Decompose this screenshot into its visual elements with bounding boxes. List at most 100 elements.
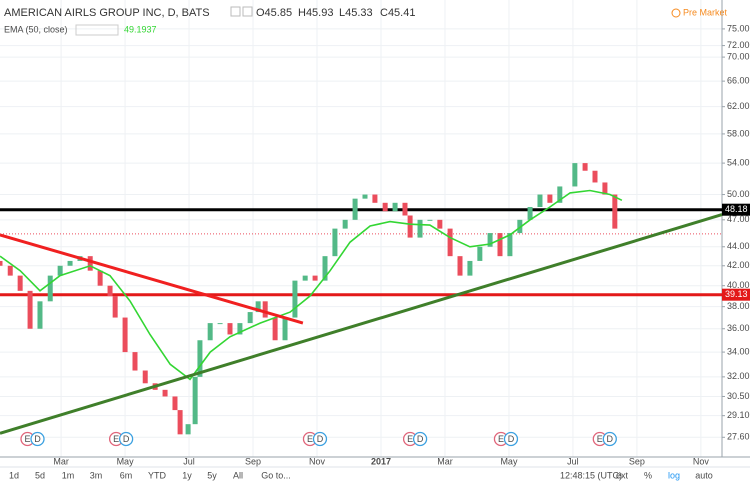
ohlc-low: L45.33 [339, 7, 373, 19]
range-button[interactable]: 5d [35, 470, 45, 480]
candle-body [457, 256, 463, 276]
trend-line [0, 233, 304, 325]
candle-body [7, 265, 13, 276]
y-tick-label: 62.00 [727, 101, 750, 111]
range-button[interactable]: 1d [9, 470, 19, 480]
x-tick-label: May [117, 456, 135, 466]
candle-body [132, 352, 138, 371]
candle-body [207, 323, 213, 341]
candle-body [407, 215, 413, 238]
candle-body [185, 424, 191, 435]
range-button[interactable]: 1y [182, 470, 192, 480]
x-tick-label: Mar [437, 456, 453, 466]
candle-body [362, 194, 368, 199]
candle-body [227, 323, 233, 335]
candle-body [177, 410, 183, 435]
event-label: D [607, 434, 614, 444]
candle-body [427, 219, 433, 221]
range-button[interactable]: 3m [90, 470, 103, 480]
candle-body [217, 323, 223, 325]
candle-body [107, 285, 113, 297]
session-icon [671, 8, 681, 18]
ema-line [0, 189, 623, 381]
price-label-bg [722, 288, 750, 301]
price-label: 48.18 [725, 204, 748, 214]
legend: AMERICAN AIRLS GROUP INC, D, BATS O45.85… [4, 6, 728, 36]
indicator-controls[interactable] [75, 24, 119, 36]
event-marker [30, 431, 45, 447]
event-marker [118, 431, 134, 447]
candle-body [572, 163, 578, 187]
candle-body [487, 233, 493, 247]
range-button[interactable]: 1m [62, 470, 75, 480]
candle-body [0, 260, 3, 266]
option-button[interactable]: % [644, 470, 652, 480]
candle-body [172, 396, 178, 411]
indicator-name: EMA (50, close) [4, 24, 68, 34]
candle-body [162, 389, 168, 397]
event-label: D [34, 434, 41, 444]
candle-body [477, 246, 483, 261]
candle-body [507, 233, 513, 257]
candle-body [342, 219, 348, 229]
candle-body [262, 301, 268, 318]
x-tick-label: Jul [183, 456, 195, 466]
event-marker [312, 431, 328, 447]
x-tick-label: Mar [53, 456, 69, 466]
range-button[interactable]: 5y [207, 470, 217, 480]
option-button[interactable]: ext [616, 470, 629, 480]
event-label: E [307, 434, 313, 444]
chart-title: AMERICAN AIRLS GROUP INC, D, BATS [4, 7, 210, 19]
candle-body [27, 290, 33, 329]
candle-body [87, 256, 93, 271]
session-label: Pre Market [683, 7, 728, 17]
candle-body [547, 194, 553, 203]
candle-body [437, 219, 443, 229]
y-tick-label: 40.00 [727, 280, 750, 290]
candle-body [142, 370, 148, 384]
candle-body [612, 194, 618, 229]
event-label: E [25, 434, 31, 444]
range-button[interactable]: All [233, 470, 243, 480]
candle-body [37, 301, 43, 329]
candle-body [292, 280, 298, 318]
y-tick-label: 42.00 [727, 260, 750, 270]
icon[interactable] [230, 6, 241, 17]
candle-body [537, 194, 543, 207]
y-tick-label: 36.00 [727, 323, 750, 333]
ohlc-close: C45.41 [380, 7, 415, 19]
ohlc-high: H45.93 [298, 7, 333, 19]
toolbar: 1d 5d 1m 3m 6m YTD 1y 5y All Go to... 12:48:15 (UT… [9, 470, 713, 480]
candle-body [97, 270, 103, 286]
candle-body [382, 202, 388, 212]
x-tick-label: Nov [693, 456, 710, 466]
event-marker [412, 431, 428, 447]
event-label: E [113, 434, 119, 444]
candle-body [352, 198, 358, 220]
candle-body [255, 301, 261, 313]
y-tick-label: 54.00 [727, 157, 750, 167]
y-tick-label: 27.60 [727, 432, 750, 442]
candle-body [372, 194, 378, 203]
event-marker [602, 431, 617, 447]
x-tick-label: May [500, 456, 518, 466]
candle-body [47, 275, 53, 302]
candle-body [112, 296, 118, 318]
candle-body [467, 260, 473, 276]
option-button[interactable]: auto [695, 470, 713, 480]
trend-line [0, 213, 723, 435]
range-button[interactable]: 6m [120, 470, 133, 480]
icon[interactable] [242, 6, 253, 17]
candle-body [582, 163, 588, 171]
y-tick-label: 32.00 [727, 371, 750, 381]
range-button[interactable]: YTD [148, 470, 167, 480]
y-tick-label: 34.00 [727, 346, 750, 356]
y-tick-label: 72.00 [727, 40, 750, 50]
candle-body [322, 256, 328, 281]
range-button[interactable]: Go to... [261, 470, 291, 480]
x-tick-label: Sep [245, 456, 261, 466]
candle-body [447, 228, 453, 257]
option-button[interactable]: log [668, 470, 680, 480]
